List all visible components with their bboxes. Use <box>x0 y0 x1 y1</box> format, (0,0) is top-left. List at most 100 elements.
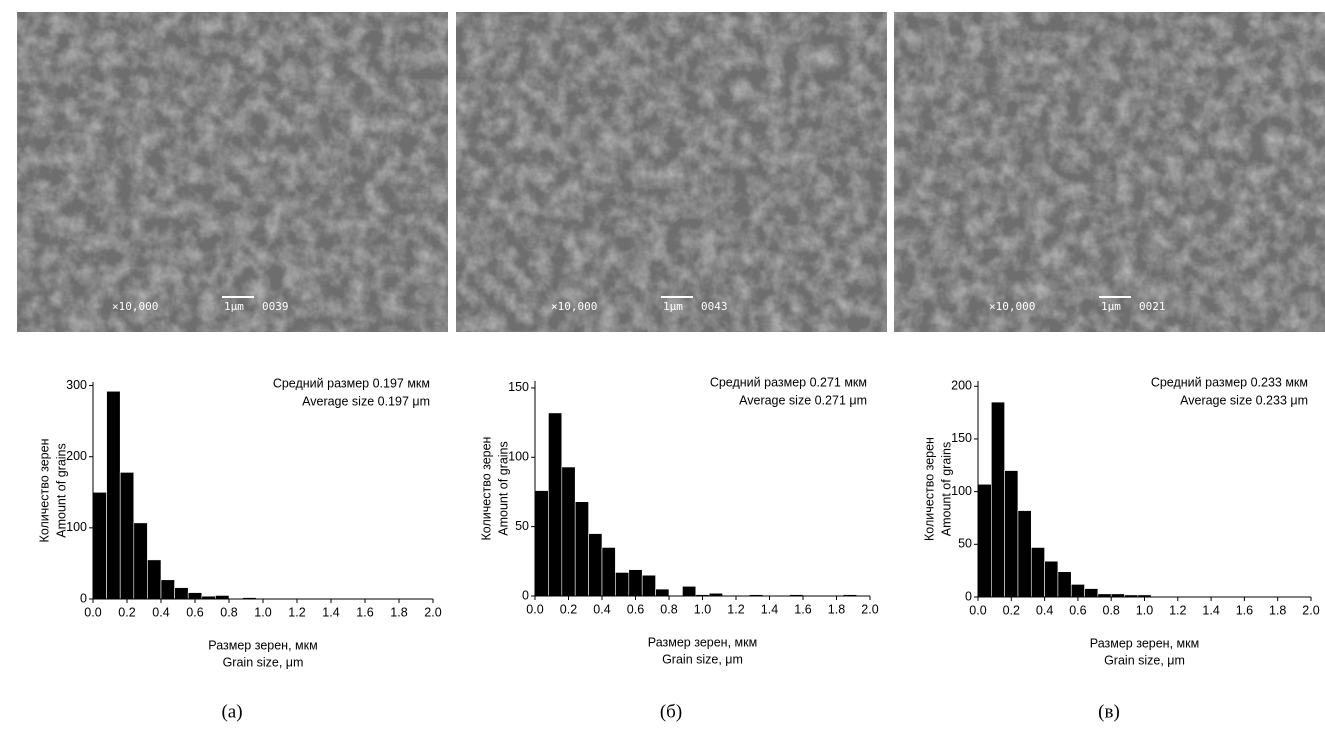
figure: ×10,0001μm0039×10,0001μm0043×10,0001μm00… <box>0 0 1325 726</box>
y-tick-label: 0 <box>965 589 972 603</box>
x-tick-label: 1.2 <box>1169 603 1186 617</box>
x-tick-label: 2.0 <box>424 605 441 619</box>
annotation: Average size 0.271 μm <box>739 393 867 407</box>
x-axis-label: Grain size, μm <box>223 655 304 669</box>
panel-label: (б) <box>660 701 682 722</box>
x-tick-label: 1.2 <box>288 605 305 619</box>
bar <box>93 492 107 599</box>
bar <box>682 586 695 596</box>
bar <box>147 560 161 599</box>
x-tick-label: 0.4 <box>1036 603 1053 617</box>
x-axis-label: Размер зерен, мкм <box>1090 636 1199 650</box>
y-tick-label: 100 <box>508 450 529 464</box>
bar <box>991 402 1004 597</box>
y-axis-label: Количество зерен <box>922 437 936 541</box>
bar <box>1005 471 1018 597</box>
bar <box>215 595 229 599</box>
bar <box>589 534 602 596</box>
x-tick-label: 2.0 <box>861 602 878 616</box>
bar <box>161 580 175 599</box>
x-tick-label: 0.0 <box>84 605 101 619</box>
bar <box>1071 584 1084 597</box>
bar <box>615 572 628 596</box>
y-tick-label: 200 <box>951 379 972 393</box>
y-axis-label: Amount of grains <box>496 441 510 536</box>
y-tick-label: 150 <box>508 380 529 394</box>
x-axis-label: Grain size, μm <box>662 652 743 666</box>
magnification: ×10,000 <box>112 300 158 313</box>
x-tick-label: 1.8 <box>828 602 845 616</box>
scale-label: 1μm <box>1101 300 1121 313</box>
y-axis-label: Количество зерен <box>479 436 493 540</box>
x-tick-label: 1.6 <box>794 602 811 616</box>
bar <box>188 593 202 599</box>
x-tick-label: 1.4 <box>322 605 339 619</box>
panel-label: (в) <box>1098 701 1120 722</box>
x-tick-label: 0.2 <box>118 605 135 619</box>
x-axis-label: Размер зерен, мкм <box>208 638 317 652</box>
annotation: Средний размер 0.271 мкм <box>710 375 867 389</box>
annotation: Средний размер 0.197 мкм <box>273 376 430 390</box>
x-tick-label: 1.6 <box>356 605 373 619</box>
y-axis-label: Количество зерен <box>37 438 51 542</box>
y-axis-label: Amount of grains <box>939 442 953 537</box>
x-tick-label: 2.0 <box>1302 603 1319 617</box>
annotation: Средний размер 0.233 мкм <box>1151 375 1308 389</box>
bar <box>1031 547 1044 597</box>
bar <box>1018 511 1031 597</box>
bar <box>629 570 642 596</box>
frame-number: 0039 <box>262 300 289 313</box>
x-tick-label: 1.8 <box>390 605 407 619</box>
x-tick-label: 1.0 <box>1136 603 1153 617</box>
bar <box>1085 589 1098 597</box>
x-tick-label: 0.0 <box>969 603 986 617</box>
x-tick-label: 1.0 <box>694 602 711 616</box>
bar <box>1045 561 1058 597</box>
bar <box>120 472 134 599</box>
x-tick-label: 0.2 <box>560 602 577 616</box>
bar <box>134 523 148 599</box>
bar <box>175 588 189 599</box>
x-tick-label: 1.2 <box>727 602 744 616</box>
sem-texture <box>894 12 1325 332</box>
x-tick-label: 0.0 <box>526 602 543 616</box>
bar <box>535 491 548 596</box>
magnification: ×10,000 <box>551 300 597 313</box>
annotation: Average size 0.233 μm <box>1180 393 1308 407</box>
x-tick-label: 0.6 <box>1069 603 1086 617</box>
y-tick-label: 0 <box>80 591 87 605</box>
x-tick-label: 0.4 <box>152 605 169 619</box>
bar <box>575 502 588 596</box>
y-tick-label: 150 <box>951 431 972 445</box>
y-tick-label: 0 <box>522 588 529 602</box>
bar <box>562 467 575 596</box>
scale-label: 1μm <box>663 300 683 313</box>
y-tick-label: 100 <box>951 484 972 498</box>
y-tick-label: 300 <box>66 378 87 392</box>
x-tick-label: 1.4 <box>761 602 778 616</box>
x-tick-label: 1.8 <box>1269 603 1286 617</box>
x-tick-label: 1.6 <box>1236 603 1253 617</box>
x-tick-label: 0.8 <box>220 605 237 619</box>
y-tick-label: 100 <box>66 520 87 534</box>
bar <box>107 391 121 599</box>
panel-label: (а) <box>221 701 242 722</box>
sem-texture <box>456 12 887 332</box>
bar <box>1058 572 1071 597</box>
x-tick-label: 0.8 <box>1103 603 1120 617</box>
y-tick-label: 200 <box>66 449 87 463</box>
frame-number: 0021 <box>1139 300 1166 313</box>
sem-texture <box>17 12 448 332</box>
frame-number: 0043 <box>701 300 728 313</box>
bar <box>978 484 991 597</box>
x-tick-label: 0.6 <box>627 602 644 616</box>
bar <box>656 589 669 596</box>
x-axis-label: Размер зерен, мкм <box>648 635 757 649</box>
scale-label: 1μm <box>224 300 244 313</box>
annotation: Average size 0.197 μm <box>302 394 430 408</box>
x-tick-label: 0.2 <box>1003 603 1020 617</box>
y-axis-label: Amount of grains <box>54 443 68 538</box>
bar <box>548 413 561 596</box>
x-axis-label: Grain size, μm <box>1104 653 1185 667</box>
bar <box>602 547 615 596</box>
